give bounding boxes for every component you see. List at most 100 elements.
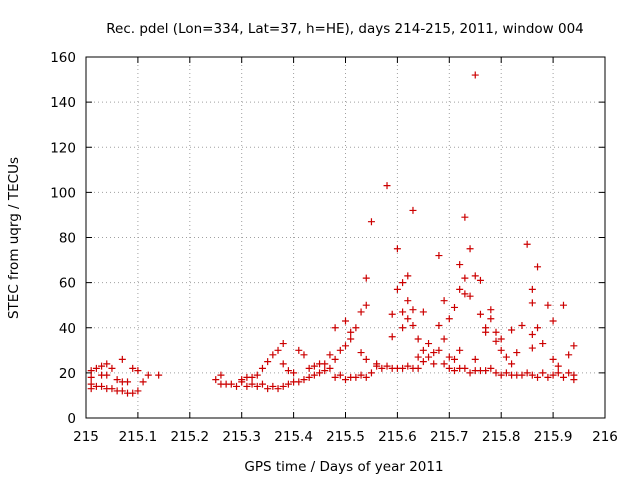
data-point <box>331 324 339 332</box>
data-point <box>129 364 137 372</box>
data-point <box>523 240 531 248</box>
data-point <box>445 315 453 323</box>
data-point <box>445 364 453 372</box>
data-point <box>98 362 106 370</box>
y-tick-label: 0 <box>67 411 76 427</box>
data-point <box>388 333 396 341</box>
data-point <box>539 340 547 348</box>
data-point <box>461 364 469 372</box>
data-point <box>534 263 542 271</box>
data-point <box>342 376 349 384</box>
data-point <box>456 285 464 293</box>
data-point <box>269 382 277 390</box>
y-tick-label: 140 <box>50 95 76 111</box>
data-point <box>284 367 292 375</box>
data-point <box>450 303 458 311</box>
data-point <box>487 306 495 314</box>
data-point <box>414 364 422 372</box>
data-point <box>310 371 318 379</box>
data-point <box>362 373 370 381</box>
data-point <box>279 360 287 368</box>
data-point <box>362 301 370 309</box>
data-point <box>238 376 246 384</box>
data-point <box>264 358 272 366</box>
data-point <box>248 373 256 381</box>
data-point <box>554 362 562 370</box>
gridlines <box>86 57 605 418</box>
data-point <box>399 324 407 332</box>
data-point <box>118 355 126 363</box>
data-point <box>108 385 116 393</box>
data-point <box>248 380 256 388</box>
data-point <box>565 369 573 377</box>
data-point <box>87 367 95 375</box>
data-point <box>295 378 303 386</box>
data-point <box>518 371 526 379</box>
data-point <box>492 369 500 377</box>
data-point <box>300 351 308 359</box>
x-tick-label: 215.2 <box>170 429 209 445</box>
data-point <box>528 331 536 339</box>
data-point <box>274 385 282 393</box>
data-point <box>404 297 412 305</box>
y-axis-label: STEC from uqrg / TECUs <box>6 157 22 319</box>
data-point <box>316 369 324 377</box>
data-point <box>528 344 536 352</box>
y-tick-label: 120 <box>50 140 76 156</box>
data-point <box>409 206 417 214</box>
data-point <box>476 276 484 284</box>
data-point <box>118 387 126 395</box>
data-point <box>471 355 479 363</box>
data-point <box>404 315 412 323</box>
data-point <box>290 369 298 377</box>
data-point <box>456 346 464 354</box>
data-point <box>430 349 438 357</box>
data-point <box>295 346 303 354</box>
data-point <box>435 346 443 354</box>
data-point <box>279 382 287 390</box>
data-point <box>435 252 443 260</box>
data-point <box>419 308 427 316</box>
data-point <box>383 362 391 370</box>
data-point <box>274 346 282 354</box>
data-point <box>502 353 510 361</box>
x-tick-label: 215.5 <box>326 429 365 445</box>
data-point <box>124 378 132 386</box>
data-point <box>87 380 95 388</box>
data-point <box>471 272 479 280</box>
data-point <box>482 324 490 332</box>
x-tick-label: 215.9 <box>534 429 573 445</box>
chart-title: Rec. pdel (Lon=334, Lat=37, h=HE), days … <box>106 21 584 37</box>
data-point <box>352 373 360 381</box>
data-point <box>409 306 417 314</box>
data-point <box>497 346 505 354</box>
data-point <box>492 337 500 345</box>
data-point <box>253 382 261 390</box>
x-tick-label: 215.4 <box>274 429 313 445</box>
data-point <box>87 373 95 381</box>
data-point <box>492 328 500 336</box>
data-point <box>342 342 349 350</box>
data-point <box>404 362 412 370</box>
data-point <box>414 353 422 361</box>
data-point <box>466 292 474 300</box>
data-point <box>513 349 521 357</box>
data-point <box>155 371 163 379</box>
data-point <box>357 371 365 379</box>
x-axis-label: GPS time / Days of year 2011 <box>244 459 443 475</box>
y-axis: 0 20 40 60 80 100 120 140 160 <box>50 50 605 427</box>
data-point <box>399 308 407 316</box>
data-point <box>321 360 329 368</box>
data-point <box>103 371 111 379</box>
data-point <box>528 285 536 293</box>
data-point <box>570 371 578 379</box>
data-point <box>544 301 552 309</box>
data-point <box>279 340 287 348</box>
data-point <box>212 376 220 384</box>
data-point <box>98 382 106 390</box>
data-point <box>367 218 375 226</box>
data-point <box>342 317 349 325</box>
x-axis: 215 215.1 215.2 215.3 215.4 215.5 215.6 215.7 21… <box>73 57 618 445</box>
data-point <box>300 376 308 384</box>
data-point <box>466 245 474 253</box>
